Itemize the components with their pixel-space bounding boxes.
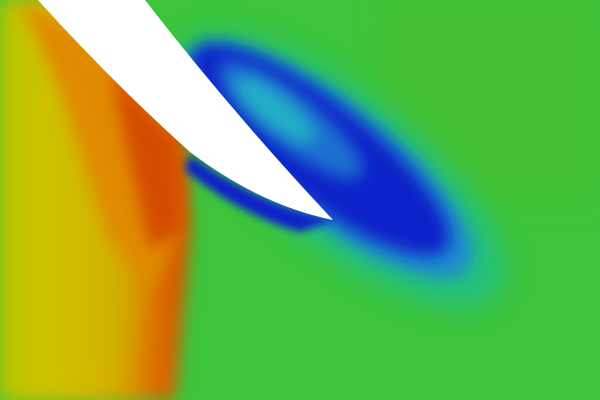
- red-band: [110, 70, 185, 250]
- blade-edge-shadow: [185, 155, 333, 232]
- wake-center: [234, 76, 316, 144]
- blade: [38, 0, 333, 220]
- orange-band: [20, 0, 180, 290]
